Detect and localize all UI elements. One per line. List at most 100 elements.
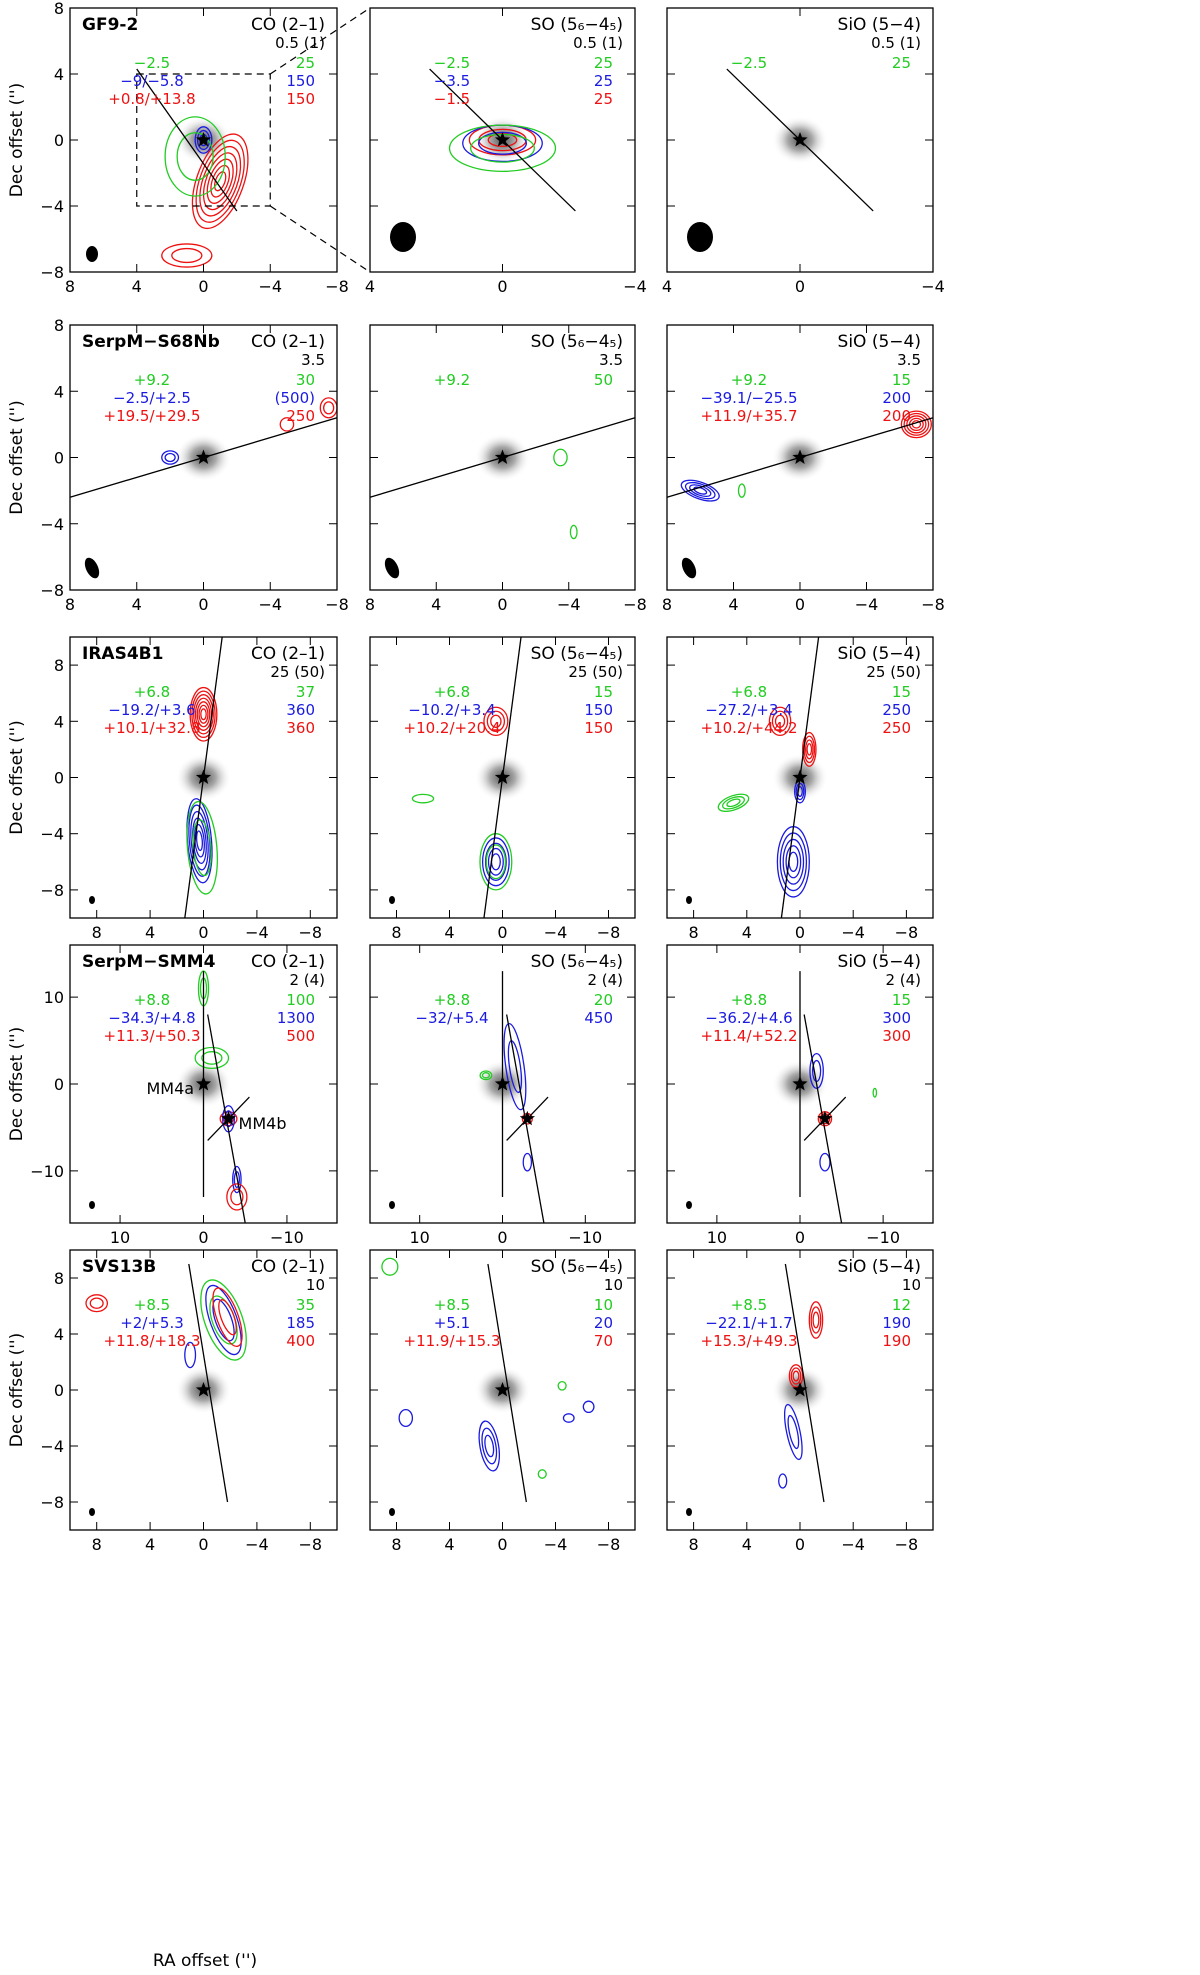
x-tick-label: 4 <box>662 277 672 296</box>
contour-level: 25 <box>594 54 613 72</box>
contour-line <box>768 706 792 737</box>
y-axis-label: Dec offset ('') <box>7 720 27 834</box>
x-tick-label: −10 <box>568 1228 602 1247</box>
contour-level: 15 <box>892 371 911 389</box>
velocity-range: +8.8 <box>434 991 470 1009</box>
contour-level: 100 <box>286 991 315 1009</box>
x-tick-label: −8 <box>597 923 621 942</box>
x-tick-label: 0 <box>497 1228 507 1247</box>
x-tick-label: 4 <box>444 1535 454 1554</box>
molecular-line-label: CO (2–1) <box>251 952 325 972</box>
zoom-connector <box>269 205 371 273</box>
source-name: GF9-2 <box>82 15 138 35</box>
contour-line <box>906 415 927 434</box>
velocity-range: +11.9/+15.3 <box>404 1332 501 1350</box>
contour-line <box>776 826 810 898</box>
molecular-line-label: SiO (5−4) <box>838 952 921 972</box>
contour-line <box>537 1469 547 1479</box>
map-panel: 4 0 −4 SO (5₆−4₅)0.5 (1) −2.5 25 −3.5 25 −1.5 25 <box>365 7 647 296</box>
contour-level: 30 <box>296 371 315 389</box>
contour-line <box>171 247 203 264</box>
contour-level: 1300 <box>277 1009 315 1027</box>
x-tick-label: −8 <box>895 1535 919 1554</box>
rms-noise-label: 25 (50) <box>866 663 921 681</box>
velocity-range: +2/+5.3 <box>120 1314 184 1332</box>
contour-line <box>198 704 209 724</box>
contour-line <box>481 1427 498 1465</box>
contour-line <box>448 124 557 173</box>
source-star-marker <box>195 132 212 147</box>
contour-line <box>478 128 527 152</box>
x-tick-label: −4 <box>841 1535 865 1554</box>
molecular-line-label: SiO (5−4) <box>838 644 921 664</box>
rms-noise-label: 10 <box>604 1276 623 1294</box>
contour-line <box>232 1165 242 1194</box>
y-tick-label: 4 <box>54 712 64 731</box>
contour-line <box>196 129 211 151</box>
velocity-range: +8.8 <box>731 991 767 1009</box>
x-tick-label: 8 <box>92 1535 102 1554</box>
contour-line <box>903 412 930 436</box>
velocity-range: +6.8 <box>731 683 767 701</box>
contour-line <box>819 1152 831 1172</box>
x-tick-label: 4 <box>444 923 454 942</box>
contour-level: 25 <box>296 54 315 72</box>
x-tick-label: −8 <box>921 595 945 614</box>
velocity-range: −22.1/+1.7 <box>705 1314 792 1332</box>
x-tick-label: 4 <box>132 595 142 614</box>
beam-ellipse <box>89 1508 95 1516</box>
source-star-marker <box>494 1382 511 1397</box>
rms-noise-label: 0.5 (1) <box>573 34 623 52</box>
contour-line <box>900 410 932 439</box>
velocity-range: +8.5 <box>434 1296 470 1314</box>
x-tick-label: 8 <box>65 595 75 614</box>
beam-ellipse <box>84 557 100 579</box>
contour-line <box>808 1301 824 1339</box>
x-tick-label: −8 <box>325 595 349 614</box>
contour-level: 25 <box>594 90 613 108</box>
y-tick-label: 0 <box>54 769 64 788</box>
contour-line <box>790 1367 802 1385</box>
source-star-marker <box>195 449 212 464</box>
x-tick-label: 8 <box>689 923 699 942</box>
source-star-marker <box>519 1110 535 1126</box>
contour-line <box>809 1052 824 1089</box>
contour-level: 12 <box>892 1296 911 1314</box>
x-tick-label: −8 <box>895 923 919 942</box>
outflow-axis <box>136 68 238 212</box>
source-star-marker <box>494 769 511 784</box>
velocity-range: +10.2/+44.2 <box>701 719 798 737</box>
source-name: IRAS4B1 <box>82 644 163 664</box>
contour-line <box>218 1299 237 1336</box>
y-tick-label: −4 <box>40 825 64 844</box>
molecular-line-label: SO (5₆−4₅) <box>531 644 623 664</box>
y-tick-label: −8 <box>40 881 64 900</box>
contour-line <box>557 1380 567 1391</box>
velocity-range: +10.2/+20.4 <box>404 719 501 737</box>
x-tick-label: 0 <box>497 277 507 296</box>
map-panel: 8 4 0 −4 −8SO (5₆−4₅)10+8.5 10+5.1 20+11.9/+15… <box>369 1249 636 1554</box>
contour-line <box>226 1183 248 1211</box>
map-panel: 4 0 −4 SiO (5−4)0.5 (1) −2.5 25 <box>662 7 945 296</box>
contour-line <box>737 483 746 498</box>
molecular-line-label: CO (2–1) <box>251 644 325 664</box>
y-tick-label: −4 <box>40 515 64 534</box>
y-tick-label: 0 <box>54 449 64 468</box>
source-star-marker <box>817 1110 833 1126</box>
contour-line <box>194 1046 230 1070</box>
contour-level: 250 <box>882 719 911 737</box>
contour-line <box>176 132 214 181</box>
contour-line <box>205 1284 242 1356</box>
velocity-range: +19.5/+29.5 <box>104 407 201 425</box>
contour-line <box>804 739 814 760</box>
contour-level: 300 <box>882 1009 911 1027</box>
contour-level: 150 <box>286 90 315 108</box>
x-tick-label: 0 <box>795 277 805 296</box>
contour-line <box>802 731 817 767</box>
x-tick-label: 0 <box>795 923 805 942</box>
y-axis-label: Dec offset ('') <box>7 1027 27 1141</box>
contour-line <box>161 450 180 465</box>
contour-level: 37 <box>296 683 315 701</box>
